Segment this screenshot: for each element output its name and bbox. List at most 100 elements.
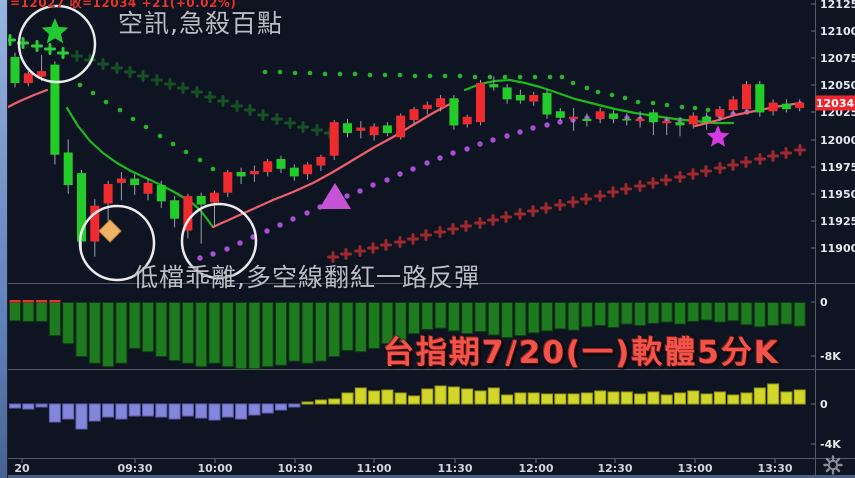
bull-energy-bar[interactable]	[421, 388, 434, 405]
candle-body[interactable]	[369, 126, 379, 136]
sell-volume-bar[interactable]	[248, 302, 261, 370]
sell-volume-bar[interactable]	[634, 302, 647, 326]
candle-body[interactable]	[183, 195, 193, 231]
candle-body[interactable]	[382, 125, 392, 133]
bear-energy-bar[interactable]	[235, 403, 248, 420]
candle-body[interactable]	[781, 103, 791, 110]
candle-body[interactable]	[77, 173, 86, 242]
bull-energy-bar[interactable]	[328, 398, 341, 405]
sell-volume-bar[interactable]	[660, 302, 673, 323]
sell-volume-bar[interactable]	[541, 302, 553, 332]
candle-body[interactable]	[489, 84, 499, 88]
sell-volume-bar[interactable]	[461, 302, 474, 335]
bear-energy-bar[interactable]	[155, 403, 168, 418]
sell-volume-bar[interactable]	[341, 302, 354, 351]
candle-body[interactable]	[609, 113, 618, 119]
bull-energy-bar[interactable]	[713, 391, 726, 405]
bear-energy-bar[interactable]	[261, 403, 274, 414]
bull-energy-bar[interactable]	[567, 393, 580, 405]
sell-volume-bar[interactable]	[780, 302, 793, 325]
sell-volume-bar[interactable]	[527, 302, 540, 334]
sell-volume-bar[interactable]	[314, 302, 327, 362]
sell-volume-bar[interactable]	[647, 302, 660, 324]
sell-volume-bar[interactable]	[181, 302, 194, 364]
sell-volume-bar[interactable]	[328, 302, 341, 357]
sell-volume-bar[interactable]	[301, 302, 314, 364]
sell-volume-bar[interactable]	[713, 302, 726, 323]
bull-energy-bar[interactable]	[394, 392, 407, 405]
sell-volume-bar[interactable]	[674, 302, 686, 325]
candle-body[interactable]	[449, 98, 459, 126]
sell-volume-bar[interactable]	[75, 302, 88, 357]
bull-energy-bar[interactable]	[408, 395, 420, 405]
sell-volume-bar[interactable]	[62, 302, 75, 345]
candle-body[interactable]	[50, 64, 60, 155]
candle-body[interactable]	[529, 95, 539, 102]
sell-volume-bar[interactable]	[354, 302, 367, 353]
bull-energy-bar[interactable]	[753, 387, 766, 405]
candle-body[interactable]	[263, 161, 273, 173]
sell-volume-bar[interactable]	[607, 302, 620, 328]
sell-volume-bar[interactable]	[594, 302, 607, 326]
bear-energy-bar[interactable]	[288, 403, 301, 408]
candle-body[interactable]	[675, 122, 685, 126]
bull-energy-bar[interactable]	[607, 391, 620, 405]
candle-body[interactable]	[23, 73, 33, 84]
bear-energy-bar[interactable]	[195, 403, 208, 419]
bear-energy-bar[interactable]	[102, 403, 115, 418]
bull-energy-bar[interactable]	[767, 383, 780, 405]
bear-energy-bar[interactable]	[88, 403, 101, 422]
bull-energy-bar[interactable]	[301, 401, 314, 405]
candle-body[interactable]	[37, 71, 47, 77]
bull-energy-bar[interactable]	[674, 392, 686, 405]
gear-icon-tooth[interactable]	[836, 457, 841, 462]
sell-volume-bar[interactable]	[408, 302, 420, 335]
candle-body[interactable]	[10, 57, 20, 84]
bull-energy-bar[interactable]	[660, 394, 673, 405]
candle-body[interactable]	[316, 156, 326, 166]
bear-energy-bar[interactable]	[75, 403, 88, 430]
candle-body[interactable]	[728, 99, 738, 111]
candle-body[interactable]	[582, 118, 592, 122]
sell-volume-bar[interactable]	[368, 302, 381, 349]
sell-volume-bar[interactable]	[102, 302, 115, 368]
gear-icon-tooth[interactable]	[825, 468, 830, 473]
bull-energy-bar[interactable]	[447, 386, 460, 405]
candle-body[interactable]	[143, 182, 153, 194]
candle-body[interactable]	[755, 84, 765, 113]
sell-volume-bar[interactable]	[235, 302, 248, 370]
bear-energy-bar[interactable]	[48, 403, 61, 423]
sell-volume-bar[interactable]	[474, 302, 487, 333]
candle-body[interactable]	[422, 104, 432, 110]
sell-volume-bar[interactable]	[381, 302, 394, 345]
candle-body[interactable]	[289, 167, 299, 177]
candle-body[interactable]	[196, 195, 206, 205]
candle-body[interactable]	[303, 164, 313, 175]
candle-body[interactable]	[396, 115, 406, 138]
bull-energy-bar[interactable]	[527, 392, 540, 405]
bull-energy-bar[interactable]	[501, 394, 514, 405]
candle-body[interactable]	[249, 170, 259, 175]
bull-energy-bar[interactable]	[381, 389, 394, 405]
bull-energy-bar[interactable]	[487, 387, 500, 405]
sell-volume-bar[interactable]	[567, 302, 580, 331]
sell-volume-bar[interactable]	[208, 302, 221, 364]
sell-volume-bar[interactable]	[394, 302, 407, 343]
candle-body[interactable]	[595, 111, 605, 119]
bull-energy-bar[interactable]	[594, 390, 607, 405]
bull-energy-bar[interactable]	[634, 393, 647, 405]
sell-volume-bar[interactable]	[48, 302, 61, 337]
candle-body[interactable]	[276, 159, 286, 169]
sell-volume-bar[interactable]	[128, 302, 141, 349]
candle-body[interactable]	[702, 116, 712, 123]
candle-body[interactable]	[210, 192, 219, 203]
sell-volume-bar[interactable]	[168, 302, 181, 362]
sell-volume-bar[interactable]	[580, 302, 593, 328]
sell-volume-bar[interactable]	[727, 302, 740, 322]
candle-body[interactable]	[768, 102, 778, 112]
gear-icon[interactable]	[827, 459, 839, 471]
candle-body[interactable]	[409, 109, 419, 120]
sell-volume-bar[interactable]	[447, 302, 460, 332]
candle-body[interactable]	[542, 92, 552, 115]
candle-body[interactable]	[223, 172, 233, 193]
